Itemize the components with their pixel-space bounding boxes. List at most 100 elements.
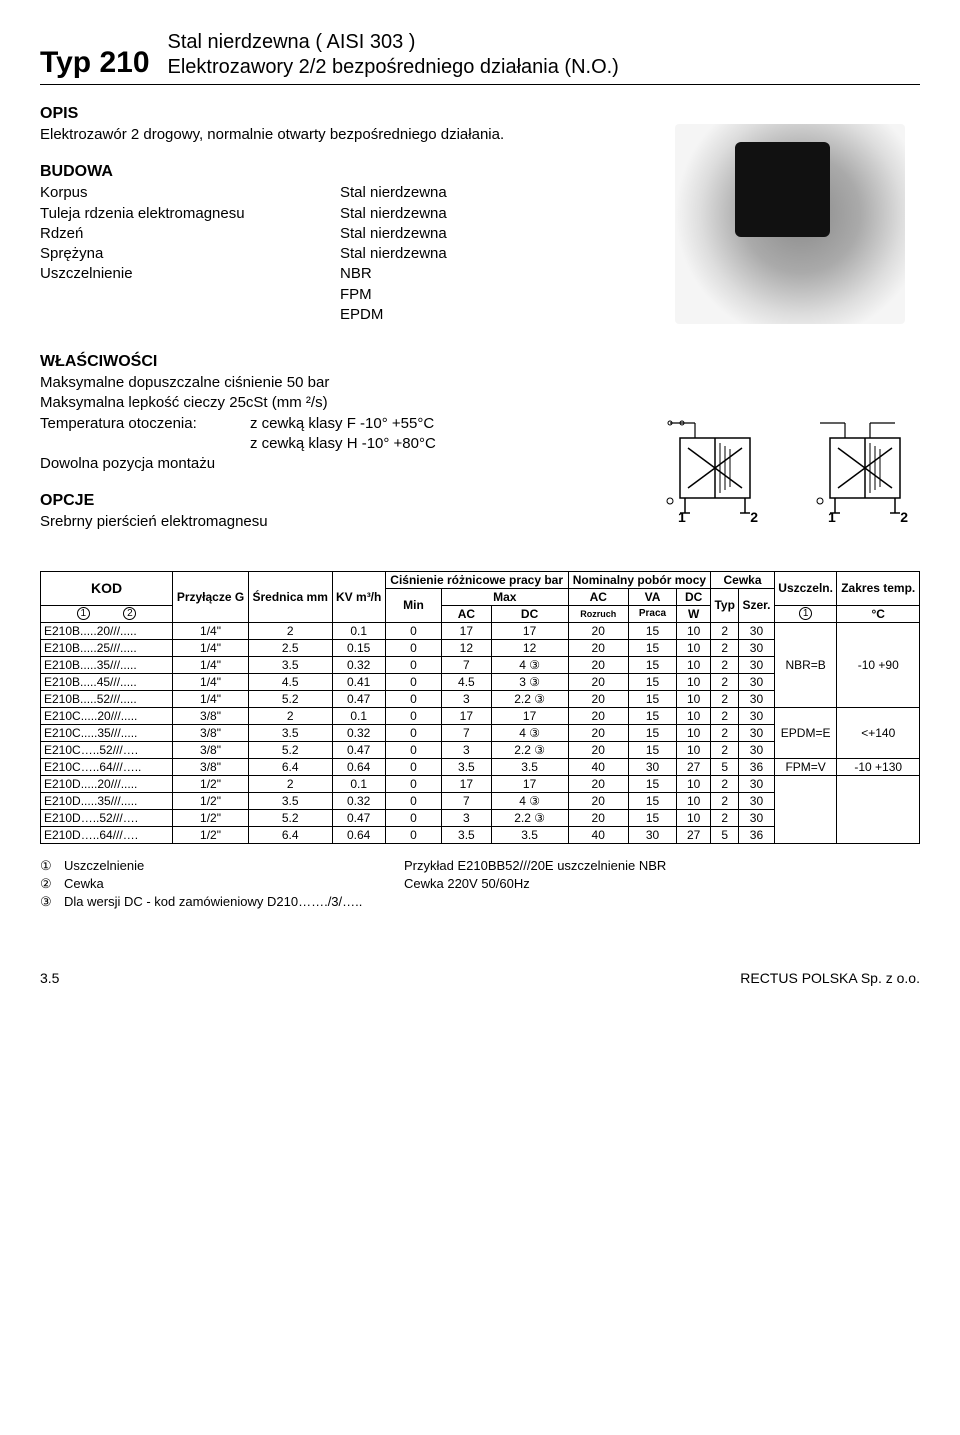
th-dc2: DC bbox=[677, 588, 711, 605]
table-cell: 15 bbox=[628, 707, 676, 724]
th-srednica: Średnica mm bbox=[248, 571, 332, 622]
table-cell: 30 bbox=[739, 707, 775, 724]
table-cell: 10 bbox=[677, 809, 711, 826]
table-cell: 17 bbox=[442, 622, 492, 639]
table-cell: 2 bbox=[711, 741, 739, 758]
fn2-num: ② bbox=[40, 876, 64, 892]
table-cell: 3.5 bbox=[248, 656, 332, 673]
table-cell: E210D.....35///..... bbox=[41, 792, 173, 809]
table-cell: 17 bbox=[491, 707, 568, 724]
th-nominalny: Nominalny pobór mocy bbox=[568, 571, 711, 588]
table-cell: 30 bbox=[739, 792, 775, 809]
table-cell: 6.4 bbox=[248, 758, 332, 775]
table-cell: 2.2 ③ bbox=[491, 741, 568, 758]
table-cell: 5 bbox=[711, 826, 739, 843]
th-va: VA bbox=[628, 588, 676, 605]
table-cell: 2 bbox=[711, 639, 739, 656]
product-image-placeholder bbox=[675, 124, 905, 324]
symbols: 1 2 1 2 bbox=[660, 353, 920, 523]
table-cell: 3/8" bbox=[173, 724, 249, 741]
table-cell: 0 bbox=[385, 792, 441, 809]
table-cell: 0 bbox=[385, 656, 441, 673]
budowa-row: EPDM bbox=[40, 305, 640, 325]
th-przylacze: Przyłącze G bbox=[173, 571, 249, 622]
table-cell: 15 bbox=[628, 673, 676, 690]
table-cell: 3.5 bbox=[491, 826, 568, 843]
fn3-label: Dla wersji DC - kod zamówieniowy D210…….… bbox=[64, 894, 362, 910]
table-cell: 17 bbox=[442, 775, 492, 792]
table-cell: 1/4" bbox=[173, 622, 249, 639]
table-cell: 3 bbox=[442, 809, 492, 826]
opis-body: Elektrozawór 2 drogowy, normalnie otwart… bbox=[40, 125, 640, 145]
fn3-num: ③ bbox=[40, 894, 64, 910]
table-cell: 15 bbox=[628, 724, 676, 741]
th-zakres: Zakres temp. bbox=[837, 571, 920, 605]
table-cell: 2 bbox=[711, 656, 739, 673]
table-cell: 17 bbox=[491, 775, 568, 792]
uszcz-cell: NBR=B bbox=[774, 622, 837, 707]
table-cell: 3 bbox=[442, 690, 492, 707]
table-cell: 30 bbox=[739, 809, 775, 826]
table-cell: 30 bbox=[739, 724, 775, 741]
table-cell: 0.47 bbox=[332, 809, 385, 826]
table-cell: 10 bbox=[677, 707, 711, 724]
symbol2-port2: 2 bbox=[900, 509, 908, 525]
product-image bbox=[660, 105, 920, 343]
symbol2-port1: 1 bbox=[828, 509, 836, 525]
table-cell: 30 bbox=[739, 622, 775, 639]
table-cell: 15 bbox=[628, 656, 676, 673]
budowa-key: Korpus bbox=[40, 183, 340, 203]
table-cell: 20 bbox=[568, 775, 628, 792]
table-cell: 0 bbox=[385, 707, 441, 724]
budowa-val: Stal nierdzewna bbox=[340, 183, 640, 203]
type-label: Typ 210 bbox=[40, 46, 150, 80]
table-cell: 5.2 bbox=[248, 741, 332, 758]
valve-symbol-1: 1 2 bbox=[660, 413, 770, 523]
fn2-val: Cewka 220V 50/60Hz bbox=[404, 876, 920, 892]
table-cell: 17 bbox=[442, 707, 492, 724]
table-cell: 2 bbox=[248, 707, 332, 724]
table-cell: 30 bbox=[628, 758, 676, 775]
table-cell: 20 bbox=[568, 690, 628, 707]
temp-cell: -10 +130 bbox=[837, 758, 920, 775]
table-cell: 3.5 bbox=[442, 826, 492, 843]
budowa-val: EPDM bbox=[340, 305, 640, 325]
table-cell: 12 bbox=[491, 639, 568, 656]
table-cell: 15 bbox=[628, 622, 676, 639]
table-cell: 10 bbox=[677, 724, 711, 741]
table-cell: 20 bbox=[568, 622, 628, 639]
budowa-row: KorpusStal nierdzewna bbox=[40, 183, 640, 203]
th-degc: °C bbox=[837, 605, 920, 622]
table-cell: 10 bbox=[677, 622, 711, 639]
table-cell: 15 bbox=[628, 775, 676, 792]
table-cell: 3/8" bbox=[173, 707, 249, 724]
budowa-val: Stal nierdzewna bbox=[340, 204, 640, 224]
table-cell: 30 bbox=[628, 826, 676, 843]
wl-line5: Dowolna pozycja montażu bbox=[40, 454, 640, 474]
table-cell: E210B.....45///..... bbox=[41, 673, 173, 690]
table-cell: 20 bbox=[568, 809, 628, 826]
table-cell: 1/2" bbox=[173, 775, 249, 792]
table-cell: E210C…..64///….. bbox=[41, 758, 173, 775]
table-cell: 27 bbox=[677, 758, 711, 775]
budowa-key: Tuleja rdzenia elektromagnesu bbox=[40, 204, 340, 224]
th-rozruch: Rozruch bbox=[568, 605, 628, 622]
temp-cell: <+140 bbox=[837, 707, 920, 758]
th-kv: KV m³/h bbox=[332, 571, 385, 622]
table-cell: 10 bbox=[677, 741, 711, 758]
temp-cell bbox=[837, 775, 920, 843]
table-cell: E210B.....35///..... bbox=[41, 656, 173, 673]
table-cell: 36 bbox=[739, 826, 775, 843]
table-cell: 0 bbox=[385, 622, 441, 639]
th-ac: AC bbox=[442, 605, 492, 622]
table-cell: 10 bbox=[677, 792, 711, 809]
table-cell: 0.1 bbox=[332, 707, 385, 724]
table-cell: 3.5 bbox=[442, 758, 492, 775]
table-cell: 4 ③ bbox=[491, 724, 568, 741]
table-cell: 3 ③ bbox=[491, 673, 568, 690]
table-cell: 0 bbox=[385, 639, 441, 656]
table-cell: E210C…..52///…. bbox=[41, 741, 173, 758]
table-cell: 15 bbox=[628, 690, 676, 707]
footnotes: ① Uszczelnienie Przykład E210BB52///20E … bbox=[40, 858, 920, 910]
uszcz-cell bbox=[774, 775, 837, 843]
